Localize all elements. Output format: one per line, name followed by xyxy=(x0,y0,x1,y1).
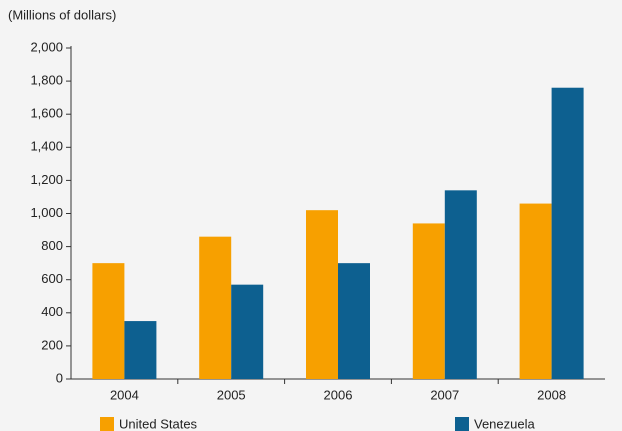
bar xyxy=(412,223,445,379)
y-tick-label: 600 xyxy=(41,271,63,286)
bar xyxy=(338,263,370,379)
bar xyxy=(519,203,552,379)
legend-swatch xyxy=(100,417,114,431)
y-tick-label: 0 xyxy=(56,370,63,385)
x-tick-label: 2006 xyxy=(324,387,353,402)
unit-label: (Millions of dollars) xyxy=(8,7,116,22)
y-tick-label: 1,600 xyxy=(30,106,63,121)
bar xyxy=(199,236,232,379)
y-tick-label: 2,000 xyxy=(30,39,63,54)
y-tick-label: 1,200 xyxy=(30,172,63,187)
y-tick-label: 200 xyxy=(41,337,63,352)
bar xyxy=(124,321,157,379)
y-tick-label: 400 xyxy=(41,304,63,319)
legend-label: United States xyxy=(119,416,198,431)
legend-swatch xyxy=(455,417,469,431)
x-tick-label: 2005 xyxy=(217,387,246,402)
y-tick-label: 800 xyxy=(41,238,63,253)
bar xyxy=(306,210,338,379)
bar xyxy=(444,190,477,379)
y-tick-label: 1,000 xyxy=(30,205,63,220)
legend-label: Venezuela xyxy=(474,416,535,431)
y-tick-label: 1,800 xyxy=(30,73,63,88)
bar xyxy=(92,263,125,379)
x-tick-label: 2008 xyxy=(537,387,566,402)
bar xyxy=(551,87,584,379)
bar xyxy=(231,284,264,379)
x-tick-label: 2007 xyxy=(430,387,459,402)
x-tick-label: 2004 xyxy=(110,387,139,402)
y-tick-label: 1,400 xyxy=(30,139,63,154)
